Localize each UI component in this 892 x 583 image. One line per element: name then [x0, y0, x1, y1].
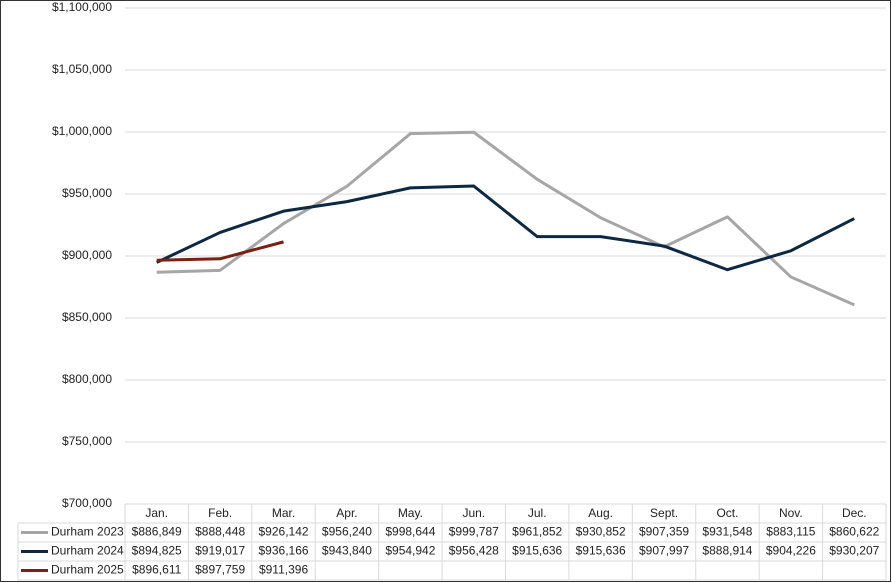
table-value: $930,207 — [829, 544, 879, 558]
x-tick-label: Jul. — [528, 506, 547, 520]
table-value: $911,396 — [259, 563, 308, 577]
table-value: $956,428 — [449, 544, 499, 558]
table-value: $936,166 — [259, 544, 309, 558]
x-tick-label: Mar. — [272, 506, 295, 520]
y-tick-label: $1,050,000 — [52, 62, 112, 76]
table-value: $915,636 — [576, 544, 626, 558]
x-tick-label: Jan. — [145, 506, 168, 520]
table-value: $894,825 — [132, 544, 182, 558]
table-value: $956,240 — [322, 525, 372, 539]
y-tick-label: $900,000 — [62, 248, 112, 262]
x-tick-label: Aug. — [588, 506, 613, 520]
table-value: $961,852 — [512, 525, 562, 539]
legend-label: Durham 2025 — [51, 563, 124, 577]
series-line — [156, 130, 855, 307]
y-tick-label: $850,000 — [62, 310, 112, 324]
table-value: $886,849 — [132, 525, 182, 539]
table-value: $896,611 — [132, 563, 181, 577]
x-tick-label: Apr. — [336, 506, 357, 520]
legend-label: Durham 2023 — [51, 525, 124, 539]
x-tick-label: Sept. — [650, 506, 678, 520]
table-value: $998,644 — [385, 525, 435, 539]
table-value: $999,787 — [449, 525, 499, 539]
x-tick-label: Dec. — [842, 506, 867, 520]
table-value: $888,448 — [195, 525, 245, 539]
y-tick-label: $750,000 — [62, 434, 112, 448]
table-value: $930,852 — [576, 525, 626, 539]
table-value: $915,636 — [512, 544, 562, 558]
x-tick-label: Nov. — [779, 506, 803, 520]
table-value: $897,759 — [195, 563, 245, 577]
table-value: $926,142 — [259, 525, 309, 539]
table-value: $943,840 — [322, 544, 372, 558]
x-tick-label: Feb. — [208, 506, 232, 520]
table-value: $931,548 — [702, 525, 752, 539]
x-tick-label: May. — [398, 506, 423, 520]
y-tick-label: $700,000 — [62, 496, 112, 510]
table-value: $888,914 — [702, 544, 752, 558]
table-value: $883,115 — [766, 525, 815, 539]
table-value: $954,942 — [385, 544, 435, 558]
series-line — [156, 184, 855, 272]
y-tick-label: $950,000 — [62, 186, 112, 200]
table-value: $904,226 — [766, 544, 816, 558]
legend-label: Durham 2024 — [51, 544, 124, 558]
y-tick-label: $1,000,000 — [52, 124, 112, 138]
series-line — [156, 240, 284, 262]
table-value: $907,359 — [639, 525, 689, 539]
x-tick-label: Oct. — [716, 506, 738, 520]
table-value: $919,017 — [195, 544, 245, 558]
table-value: $907,997 — [639, 544, 689, 558]
y-tick-label: $1,100,000 — [52, 0, 112, 14]
x-tick-label: Jun. — [462, 506, 485, 520]
table-value: $860,622 — [829, 525, 879, 539]
y-tick-label: $800,000 — [62, 372, 112, 386]
